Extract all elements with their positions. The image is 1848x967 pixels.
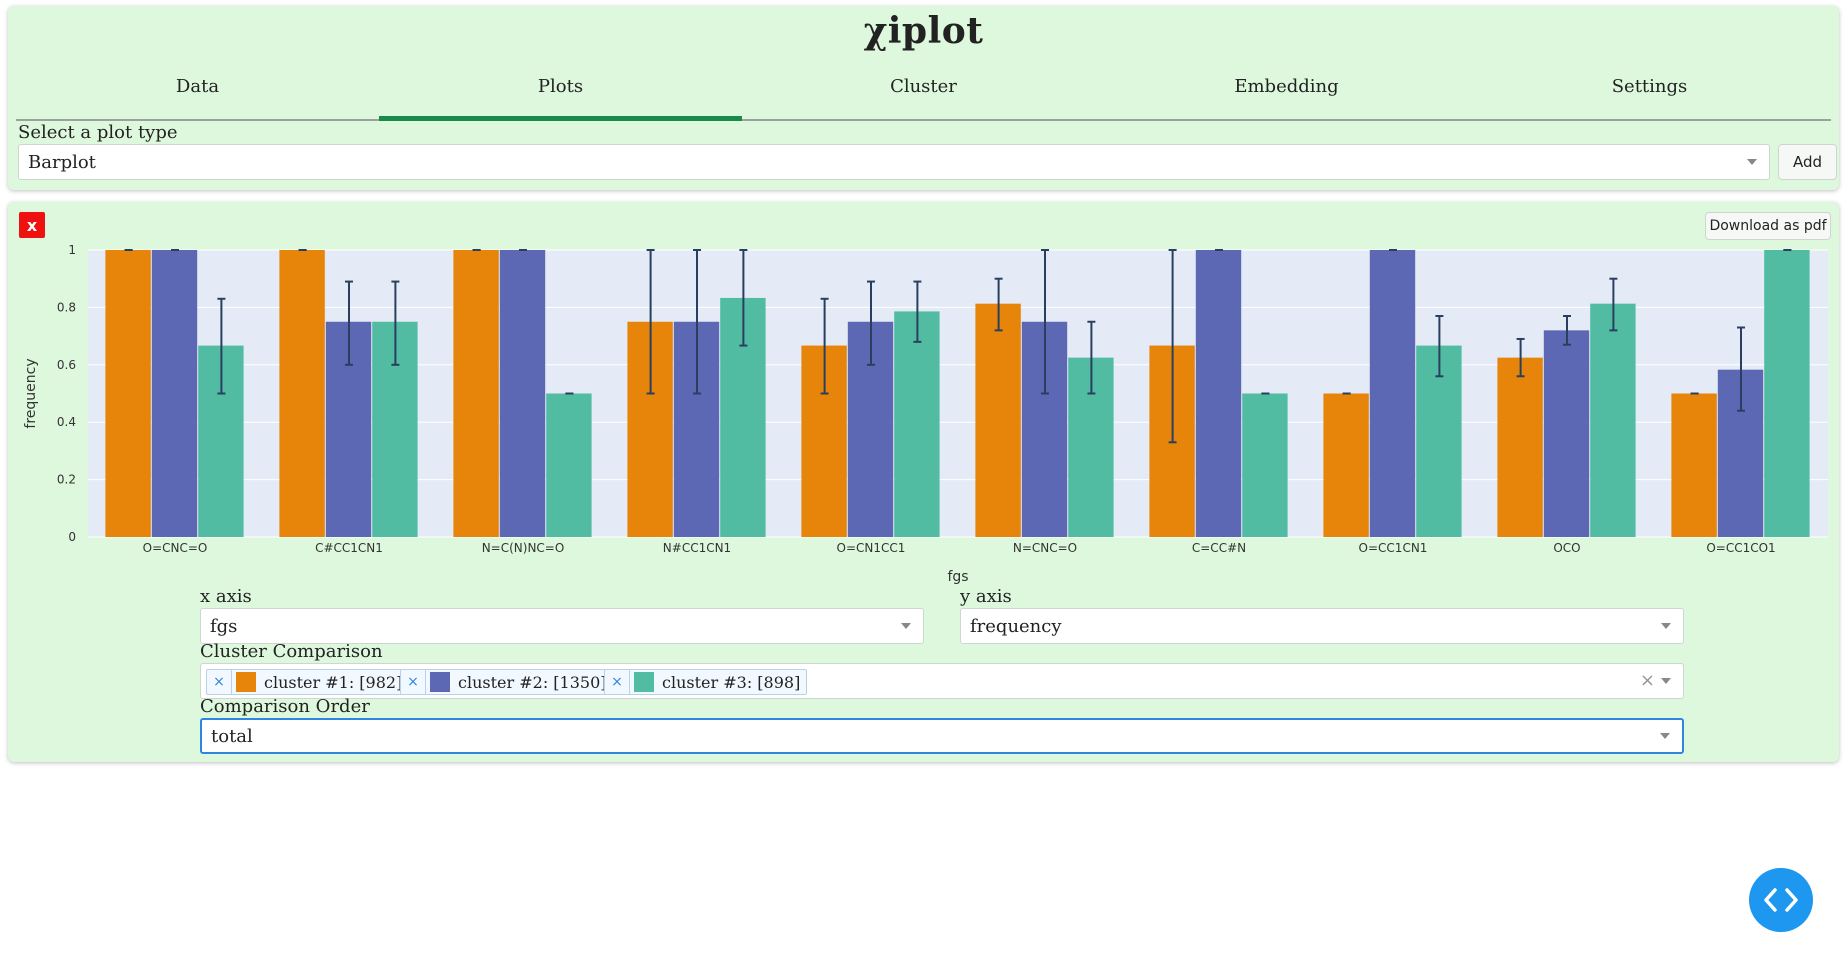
- tab-settings[interactable]: Settings: [1611, 76, 1688, 97]
- cluster-comparison-label: Cluster Comparison: [200, 641, 383, 662]
- remove-tag-icon[interactable]: ×: [605, 670, 630, 694]
- x-tick-label: O=CN1CC1: [837, 541, 906, 555]
- y-tick-label: 0.2: [57, 473, 76, 487]
- tab-plots[interactable]: Plots: [379, 66, 742, 121]
- bar: [499, 250, 546, 537]
- x-tick-label: C=CC#N: [1192, 541, 1246, 555]
- bar: [105, 250, 151, 537]
- bar: [1323, 393, 1369, 537]
- x-tick-label: O=CC1CN1: [1359, 541, 1428, 555]
- cluster-tag: × cluster #1: [982]: [206, 669, 410, 695]
- cluster-tag-label: cluster #1: [982]: [264, 672, 403, 692]
- bar: [279, 250, 325, 537]
- plot-type-select[interactable]: Barplot: [18, 144, 1770, 180]
- x-axis-select[interactable]: fgs: [200, 608, 924, 644]
- code-brackets-icon: [1764, 888, 1798, 912]
- chevron-down-icon: [1660, 733, 1670, 739]
- y-axis-value: frequency: [970, 615, 1062, 637]
- y-tick-label: 0.8: [57, 300, 76, 314]
- tab-data[interactable]: Data: [175, 76, 220, 97]
- cluster-comparison-multiselect[interactable]: × cluster #1: [982] × cluster #2: [1350]…: [200, 663, 1684, 699]
- y-axis-title: frequency: [23, 358, 39, 428]
- add-plot-button[interactable]: Add: [1778, 144, 1837, 180]
- x-tick-label: N=CNC=O: [1013, 541, 1077, 555]
- chevron-down-icon: [1747, 159, 1757, 165]
- bar: [1590, 303, 1636, 537]
- bar: [1369, 250, 1416, 537]
- header-panel: χiplot Data Plots Cluster Embedding Sett…: [8, 6, 1839, 190]
- comparison-order-select[interactable]: total: [200, 718, 1684, 754]
- x-axis-title: fgs: [947, 569, 968, 585]
- comparison-order-value: total: [211, 725, 253, 747]
- bar: [546, 393, 592, 537]
- bar: [1671, 393, 1717, 537]
- remove-tag-icon[interactable]: ×: [401, 670, 426, 694]
- bar: [1416, 345, 1462, 537]
- plot-type-value: Barplot: [28, 151, 96, 173]
- bar: [975, 303, 1021, 537]
- cluster-tag: × cluster #2: [1350]: [400, 669, 614, 695]
- cluster-tag-label: cluster #2: [1350]: [458, 672, 607, 692]
- plot-panel: x Download as pdf 0 0.2 0.4 0.6 0.8 1 O=CNC=O C…: [8, 202, 1839, 762]
- close-plot-button[interactable]: x: [19, 212, 45, 238]
- x-tick-label: OCO: [1553, 541, 1580, 555]
- tab-bar: Data Plots Cluster Embedding Settings: [16, 66, 1831, 121]
- bar: [1195, 250, 1242, 537]
- x-tick-label: N#CC1CN1: [663, 541, 731, 555]
- bar-chart: 0 0.2 0.4 0.6 0.8 1 O=CNC=O C#CC1CN1 N=C(N)NC=O N…: [23, 243, 1828, 585]
- comparison-order-label: Comparison Order: [200, 696, 370, 717]
- y-tick-label: 0.4: [57, 415, 76, 429]
- x-tick-label: C#CC1CN1: [315, 541, 383, 555]
- x-axis-label: x axis: [200, 586, 252, 607]
- bar: [453, 250, 499, 537]
- cluster-tag: × cluster #3: [898]: [604, 669, 808, 695]
- bar: [1764, 250, 1810, 537]
- bar: [894, 311, 940, 537]
- x-tick-label: O=CC1CO1: [1706, 541, 1775, 555]
- bar: [1543, 330, 1590, 537]
- cluster-color-swatch: [236, 672, 256, 692]
- plot-type-label: Select a plot type: [18, 122, 178, 143]
- cluster-color-swatch: [634, 672, 654, 692]
- y-tick-label: 1: [68, 243, 76, 257]
- tab-cluster[interactable]: Cluster: [890, 76, 957, 97]
- bar: [1497, 357, 1543, 537]
- remove-tag-icon[interactable]: ×: [207, 670, 232, 694]
- chevron-down-icon: [1661, 623, 1671, 629]
- y-axis-select[interactable]: frequency: [960, 608, 1684, 644]
- code-toggle-button[interactable]: [1749, 868, 1813, 932]
- x-tick-label: O=CNC=O: [143, 541, 208, 555]
- cluster-tag-label: cluster #3: [898]: [662, 672, 801, 692]
- y-axis-label: y axis: [960, 586, 1012, 607]
- app-title: χiplot: [863, 10, 984, 52]
- clear-all-icon[interactable]: ×: [1639, 670, 1655, 691]
- y-tick-label: 0.6: [57, 358, 76, 372]
- bar: [1242, 393, 1288, 537]
- tab-embedding[interactable]: Embedding: [1234, 76, 1339, 97]
- download-pdf-button[interactable]: Download as pdf: [1705, 212, 1831, 240]
- x-axis-value: fgs: [210, 615, 238, 637]
- cluster-color-swatch: [430, 672, 450, 692]
- x-tick-label: N=C(N)NC=O: [482, 541, 565, 555]
- bar: [151, 250, 198, 537]
- chevron-down-icon: [901, 623, 911, 629]
- chevron-down-icon: [1661, 678, 1671, 684]
- y-tick-label: 0: [68, 530, 76, 544]
